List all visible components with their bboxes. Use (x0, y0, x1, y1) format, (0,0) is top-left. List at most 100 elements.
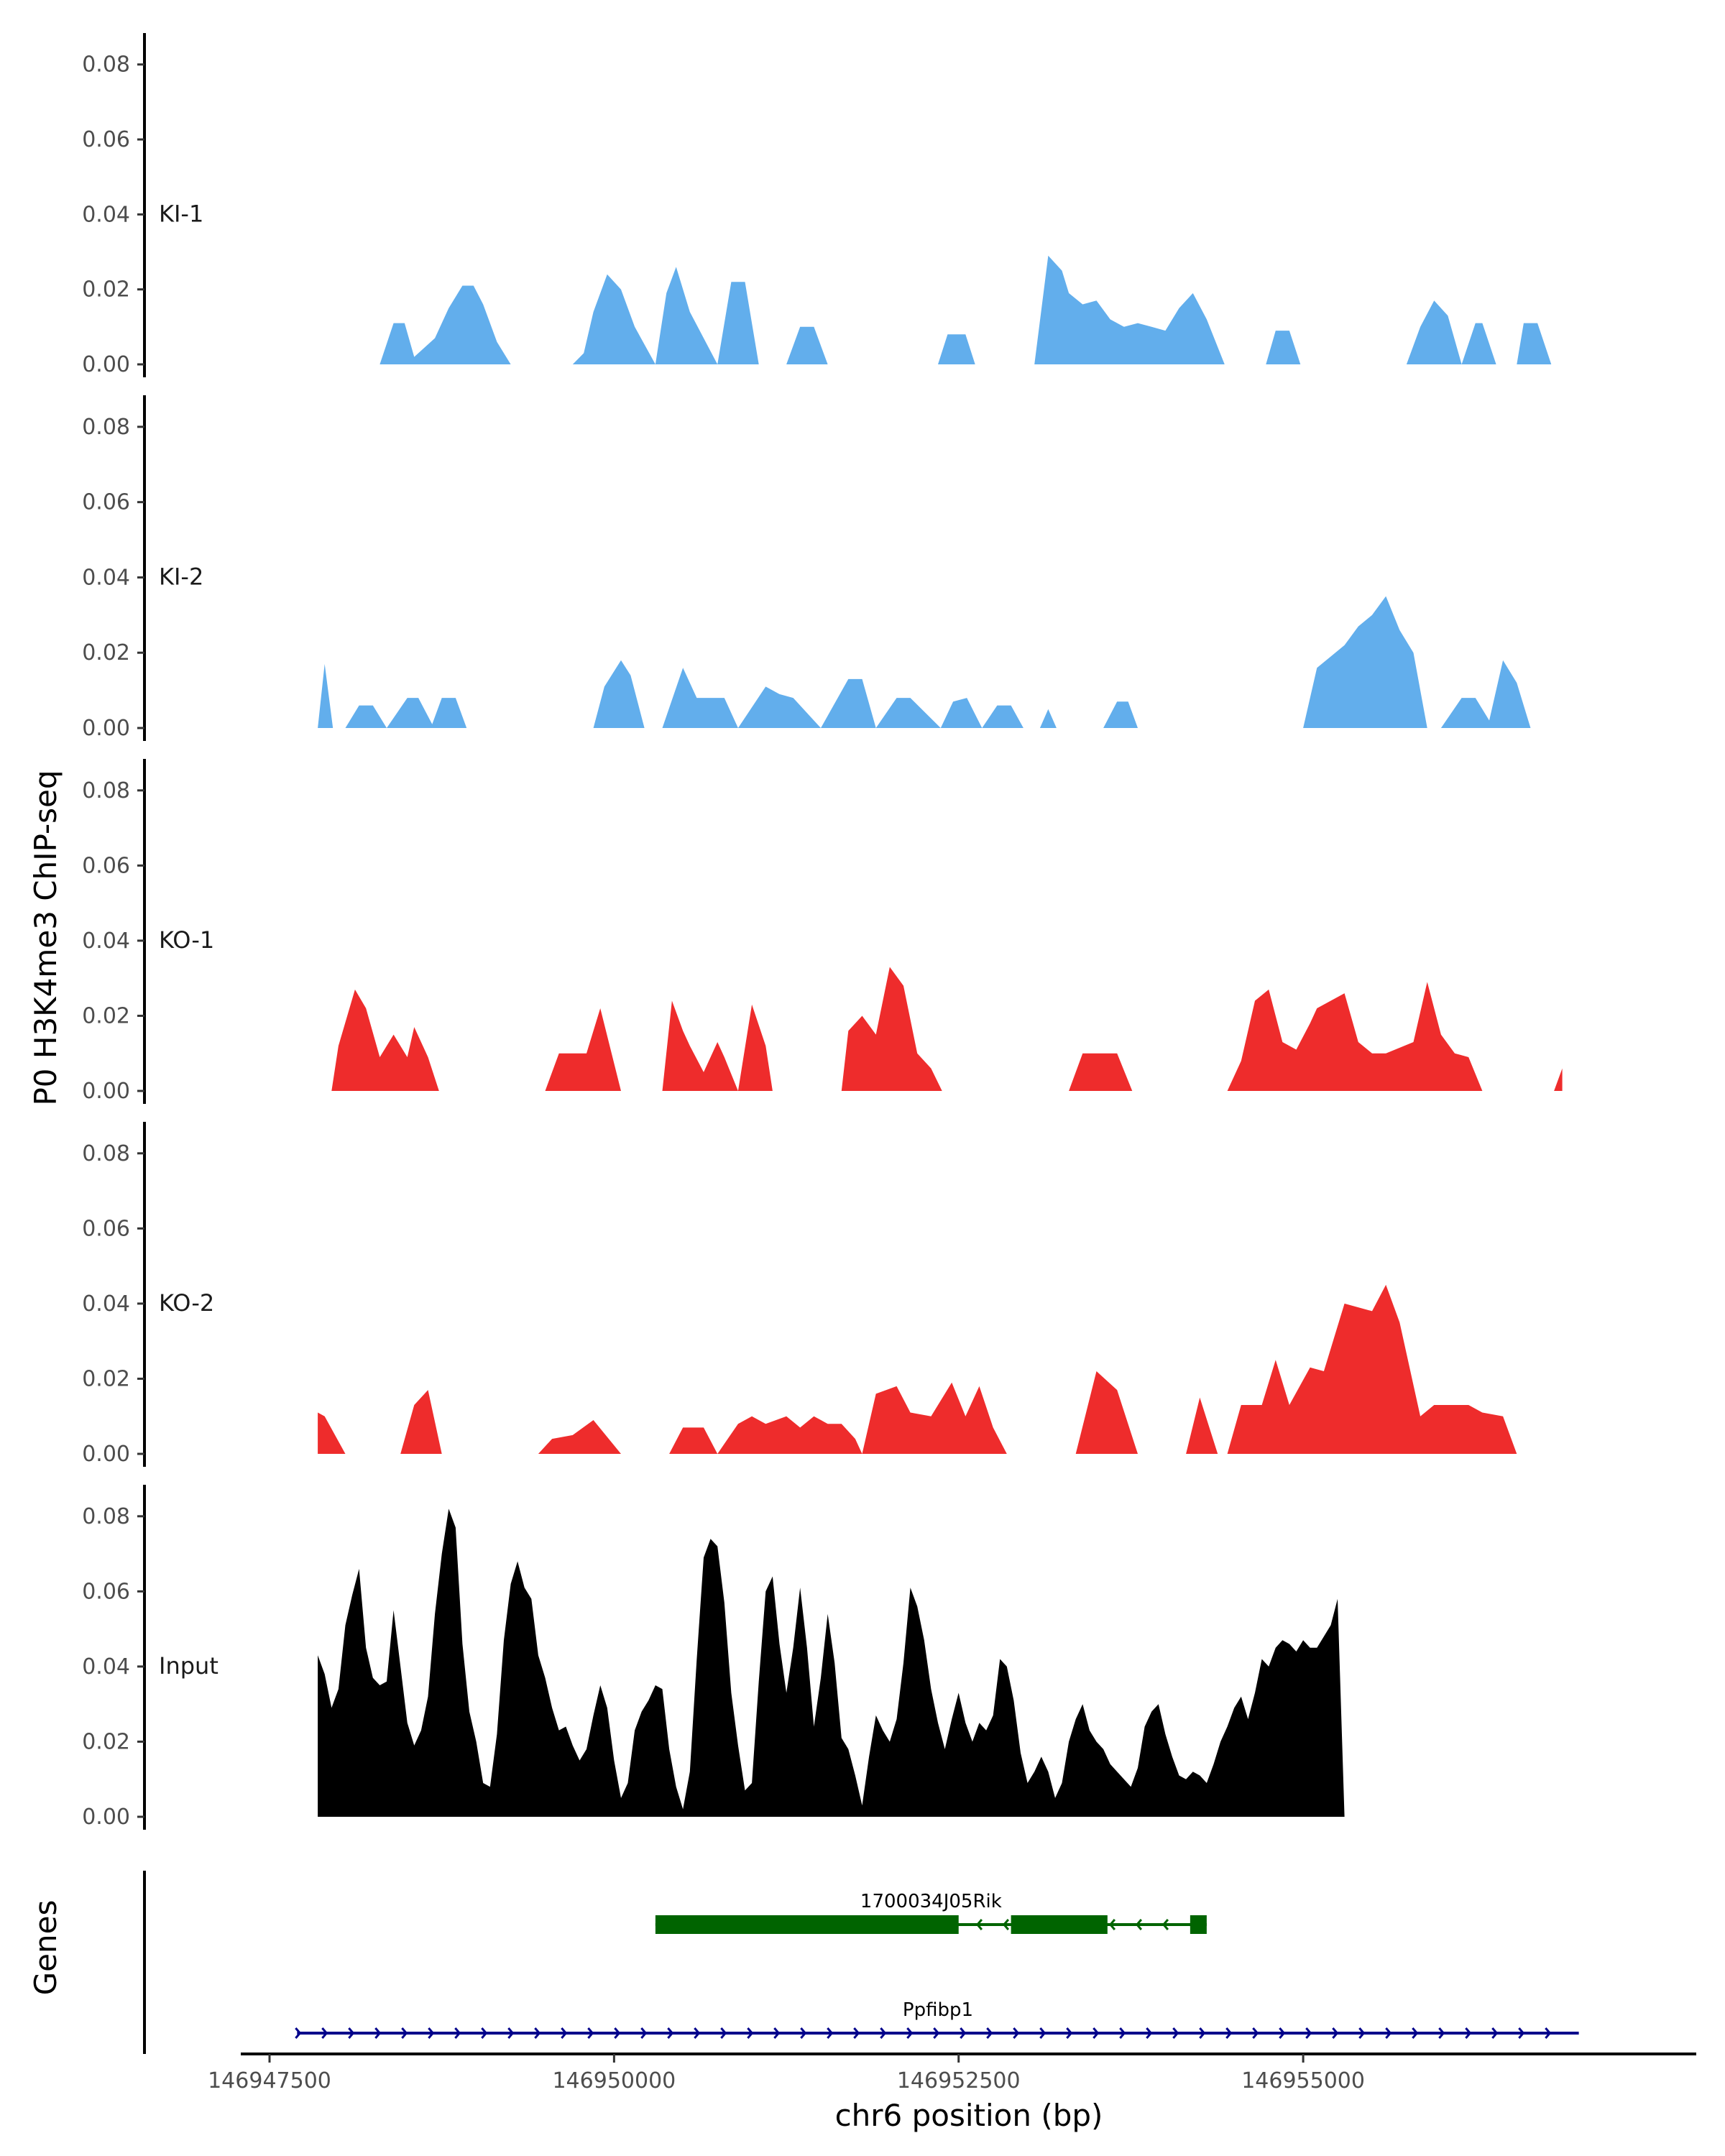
strand-arrow (1332, 2027, 1339, 2039)
y-axis-title: P0 H3K4me3 ChIP-seq (28, 770, 63, 1105)
strand-arrow (1465, 2027, 1472, 2039)
strand-arrow (853, 2027, 860, 2039)
x-tick-label: 146947500 (208, 2068, 331, 2093)
y-tick-label: 0.06 (82, 1579, 130, 1604)
gene-ppfibp1: Ppfibp1 (295, 1999, 1579, 2039)
strand-arrow (1438, 2027, 1445, 2039)
strand-arrow (1252, 2027, 1259, 2039)
strand-arrow (1066, 2027, 1073, 2039)
strand-arrow (1199, 2027, 1206, 2039)
y-tick-label: 0.04 (82, 1291, 130, 1317)
strand-arrow (1039, 2027, 1046, 2039)
strand-arrow (1135, 1919, 1143, 1930)
strand-arrow (906, 2027, 914, 2039)
genes-axis-title: Genes (28, 1900, 63, 1996)
strand-arrow (454, 2027, 461, 2039)
strand-arrow (933, 2027, 940, 2039)
strand-arrow (827, 2027, 834, 2039)
strand-arrow (720, 2027, 727, 2039)
gene-name-label: Ppfibp1 (903, 1999, 973, 2021)
signal-area (318, 596, 1565, 728)
exon (655, 1915, 959, 1934)
y-tick-label: 0.04 (82, 202, 130, 227)
signal-area (318, 1508, 1565, 1817)
strand-arrow (1545, 2027, 1552, 2039)
strand-arrow (348, 2027, 355, 2039)
strand-arrow (986, 2027, 993, 2039)
strand-arrow (960, 2027, 967, 2039)
y-tick-label: 0.08 (82, 1504, 130, 1529)
strand-arrow (428, 2027, 435, 2039)
strand-arrow (1305, 2027, 1312, 2039)
strand-arrow (614, 2027, 621, 2039)
gene-name-label: 1700034J05Rik (860, 1891, 1002, 1912)
strand-arrow (800, 2027, 807, 2039)
strand-arrow (507, 2027, 515, 2039)
strand-arrow (880, 2027, 887, 2039)
y-tick-label: 0.02 (82, 1366, 130, 1391)
signal-area (318, 1284, 1545, 1454)
strand-arrow (481, 2027, 488, 2039)
track-label: KO-2 (159, 1289, 214, 1317)
track-label: Input (159, 1652, 218, 1680)
y-tick-label: 0.02 (82, 640, 130, 665)
strand-arrow (587, 2027, 594, 2039)
strand-arrow (1518, 2027, 1525, 2039)
y-tick-label: 0.04 (82, 565, 130, 590)
track-ko-1: 0.00 0.02 0.04 0.06 0.08 KO-1 (82, 759, 1563, 1104)
strand-arrow (1092, 2027, 1100, 2039)
strand-arrow (1225, 2027, 1233, 2039)
strand-arrow (1358, 2027, 1366, 2039)
y-tick-label: 0.06 (82, 853, 130, 878)
strand-arrow (747, 2027, 754, 2039)
strand-arrow (1146, 2027, 1153, 2039)
strand-arrow (640, 2027, 648, 2039)
gene-1700034j05rik: 1700034J05Rik (655, 1891, 1207, 1934)
strand-arrow (295, 2027, 302, 2039)
strand-arrow (1002, 1919, 1010, 1930)
exon (1011, 1915, 1108, 1934)
signal-area (331, 967, 1563, 1091)
x-axis: 146947500 146950000 146952500 146955000 (208, 2053, 1696, 2093)
x-tick-label: 146950000 (552, 2068, 676, 2093)
y-tick-label: 0.06 (82, 1216, 130, 1241)
track-ki-2: 0.00 0.02 0.04 0.06 0.08 KI-2 (82, 395, 1565, 741)
x-tick-label: 146952500 (897, 2068, 1021, 2093)
strand-arrow (1013, 2027, 1020, 2039)
strand-arrow (1108, 1919, 1116, 1930)
y-tick-label: 0.06 (82, 490, 130, 515)
strand-arrow (773, 2027, 781, 2039)
track-ki-1: 0.00 0.02 0.04 0.06 0.08 KI-1 (82, 33, 1565, 377)
track-ko-2: 0.00 0.02 0.04 0.06 0.08 KO-2 (82, 1122, 1545, 1467)
y-tick-label: 0.02 (82, 277, 130, 303)
strand-arrow (1119, 2027, 1126, 2039)
track-input: 0.00 0.02 0.04 0.06 0.08 Input (82, 1485, 1565, 1830)
strand-arrow (321, 2027, 328, 2039)
y-tick-label: 0.00 (82, 1079, 130, 1104)
y-tick-label: 0.00 (82, 716, 130, 741)
y-tick-label: 0.00 (82, 1805, 130, 1830)
genes-layer: 1700034J05Rik Ppfibp1 (143, 1871, 1579, 2054)
y-tick-label: 0.04 (82, 1654, 130, 1680)
y-tick-label: 0.08 (82, 1141, 130, 1166)
y-tick-label: 0.08 (82, 415, 130, 440)
strand-arrow (667, 2027, 674, 2039)
strand-arrow (1162, 1919, 1169, 1930)
y-tick-label: 0.02 (82, 1003, 130, 1028)
y-tick-label: 0.08 (82, 52, 130, 78)
y-tick-label: 0.08 (82, 778, 130, 803)
track-label: KI-1 (159, 200, 203, 227)
strand-arrow (1385, 2027, 1392, 2039)
exon (1190, 1915, 1207, 1934)
strand-arrow (1491, 2027, 1499, 2039)
y-tick-label: 0.04 (82, 929, 130, 954)
y-tick-label: 0.00 (82, 352, 130, 377)
y-tick-label: 0.06 (82, 127, 130, 152)
strand-arrow (561, 2027, 568, 2039)
signal-area (380, 255, 1565, 364)
strand-arrow (1279, 2027, 1286, 2039)
strand-arrow (401, 2027, 408, 2039)
track-label: KI-2 (159, 563, 203, 590)
strand-arrow (975, 1919, 983, 1930)
